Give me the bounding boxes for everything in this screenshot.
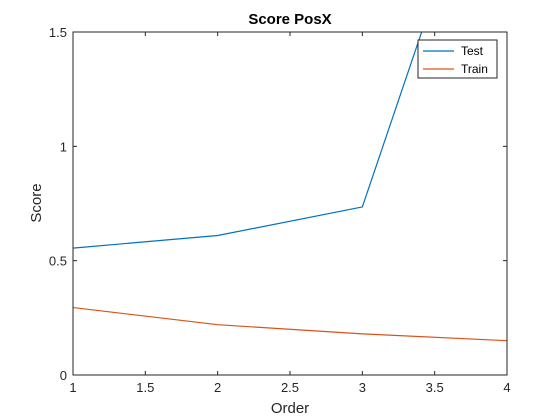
legend-label-test: Test <box>461 44 484 58</box>
plot-area <box>73 32 507 375</box>
series-line-test <box>73 32 423 249</box>
x-tick-label: 4 <box>503 380 510 395</box>
chart-title: Score PosX <box>248 11 331 28</box>
y-axis-label: Score <box>28 183 45 222</box>
y-tick-label: 1.5 <box>49 25 67 40</box>
y-tick-label: 0.5 <box>49 254 67 269</box>
x-axis-ticks: 1 1.5 2 2.5 3 3.5 4 <box>69 32 511 395</box>
legend: Test Train <box>417 39 498 79</box>
series-line-train <box>73 306 507 342</box>
x-tick-label: 3 <box>359 380 366 395</box>
legend-label-train: Train <box>461 62 488 76</box>
y-axis-ticks: 0 0.5 1 1.5 <box>49 25 507 383</box>
legend-box <box>417 39 498 79</box>
y-tick-label: 0 <box>60 368 67 383</box>
x-tick-label: 2.5 <box>281 380 299 395</box>
y-tick-label: 1 <box>60 139 67 154</box>
x-tick-label: 1.5 <box>136 380 154 395</box>
x-tick-label: 3.5 <box>426 380 444 395</box>
x-axis-label: Order <box>271 400 309 417</box>
x-tick-label: 1 <box>69 380 76 395</box>
x-tick-label: 2 <box>214 380 221 395</box>
series-layer <box>73 32 507 342</box>
